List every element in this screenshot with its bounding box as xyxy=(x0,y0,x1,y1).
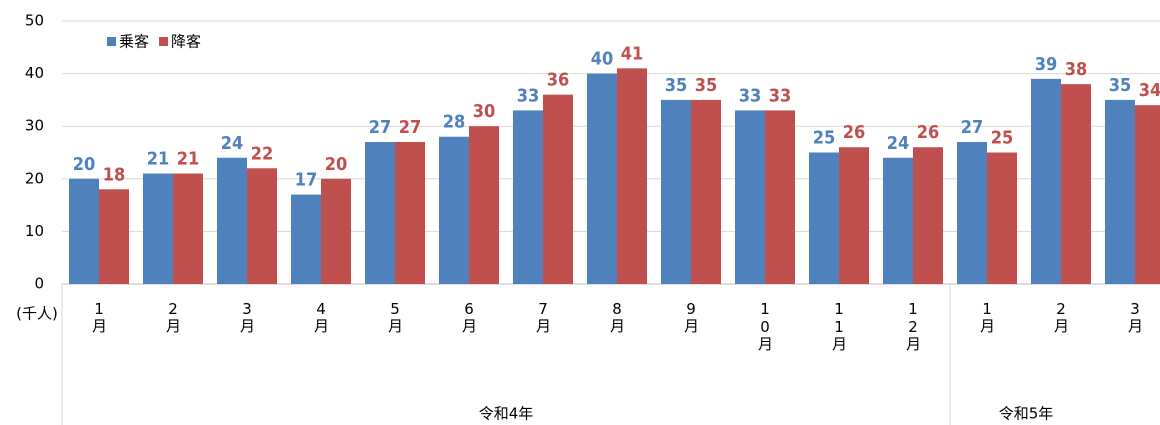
x-tick-label: 4月 xyxy=(312,300,330,334)
bar xyxy=(617,68,647,284)
bar xyxy=(1105,99,1135,285)
x-tick-label: 5月 xyxy=(386,300,404,334)
bar xyxy=(217,157,247,284)
value-label: 35 xyxy=(695,75,718,96)
value-label: 41 xyxy=(621,43,644,64)
x-tick-label: 12月 xyxy=(904,300,922,352)
value-label: 30 xyxy=(473,101,496,122)
bar xyxy=(321,178,351,284)
bar xyxy=(883,157,913,284)
x-tick-label: 1月 xyxy=(90,300,108,334)
bar xyxy=(469,126,499,284)
value-label: 26 xyxy=(917,122,940,143)
value-label: 28 xyxy=(443,112,466,133)
x-tick-label: 3月 xyxy=(1126,300,1144,334)
bar xyxy=(173,173,203,284)
value-label: 34 xyxy=(1139,80,1160,101)
bar xyxy=(957,141,987,284)
x-tick-label: 2月 xyxy=(1052,300,1070,334)
bar xyxy=(513,110,543,284)
bar xyxy=(661,99,691,285)
value-label: 36 xyxy=(547,70,570,91)
y-tick-label: 0 xyxy=(34,275,44,293)
value-label: 40 xyxy=(591,49,614,70)
bar xyxy=(987,152,1017,284)
legend-label: 乗客 xyxy=(119,33,149,51)
x-tick-label: 2月 xyxy=(164,300,182,334)
value-label: 21 xyxy=(147,149,170,170)
value-label: 25 xyxy=(991,128,1014,149)
bar xyxy=(395,141,425,284)
group-label: 令和4年 xyxy=(479,405,534,423)
value-label: 26 xyxy=(843,122,866,143)
bar xyxy=(543,94,573,284)
y-tick-label: 40 xyxy=(25,64,44,82)
value-label: 20 xyxy=(325,154,348,175)
y-tick-label: 20 xyxy=(25,169,44,187)
value-label: 25 xyxy=(813,128,836,149)
value-label: 35 xyxy=(665,75,688,96)
bar xyxy=(1031,78,1061,284)
x-tick-label: 1月 xyxy=(978,300,996,334)
value-label: 18 xyxy=(103,164,126,185)
value-label: 17 xyxy=(295,170,318,191)
bar xyxy=(735,110,765,284)
y-tick-label: 30 xyxy=(25,117,44,135)
bar xyxy=(365,141,395,284)
value-label: 22 xyxy=(251,143,274,164)
bar xyxy=(69,178,99,284)
y-tick-label: 50 xyxy=(25,12,44,30)
value-label: 33 xyxy=(769,85,792,106)
value-label: 27 xyxy=(399,117,422,138)
bar xyxy=(1061,84,1091,285)
bar xyxy=(439,136,469,284)
legend-swatch xyxy=(159,37,169,46)
value-label: 35 xyxy=(1109,75,1132,96)
y-tick-label: 10 xyxy=(25,222,44,240)
bar xyxy=(99,189,129,284)
bar xyxy=(809,152,839,284)
legend-swatch xyxy=(107,37,116,46)
bar xyxy=(587,73,617,284)
bar xyxy=(247,168,277,284)
value-label: 27 xyxy=(961,117,984,138)
value-label: 21 xyxy=(177,149,200,170)
bar xyxy=(913,147,943,284)
x-tick-label: 3月 xyxy=(238,300,256,334)
bar xyxy=(691,99,721,285)
value-label: 20 xyxy=(73,154,96,175)
value-label: 24 xyxy=(221,133,244,154)
bar xyxy=(1135,105,1160,284)
x-tick-label: 7月 xyxy=(534,300,552,334)
value-label: 27 xyxy=(369,117,392,138)
y-axis-label: (千人) xyxy=(16,305,58,323)
legend-label: 降客 xyxy=(171,33,201,51)
x-tick-label: 10月 xyxy=(756,300,774,352)
x-tick-label: 11月 xyxy=(830,300,848,352)
group-label: 令和5年 xyxy=(999,405,1054,423)
x-tick-label: 9月 xyxy=(682,300,700,334)
bar xyxy=(839,147,869,284)
value-label: 39 xyxy=(1035,54,1058,75)
value-label: 33 xyxy=(739,85,762,106)
value-label: 33 xyxy=(517,85,540,106)
bar xyxy=(143,173,173,284)
x-tick-label: 6月 xyxy=(460,300,478,334)
bar xyxy=(765,110,795,284)
value-label: 38 xyxy=(1065,59,1088,80)
value-label: 24 xyxy=(887,133,910,154)
bar xyxy=(291,194,321,284)
x-tick-label: 8月 xyxy=(608,300,626,334)
